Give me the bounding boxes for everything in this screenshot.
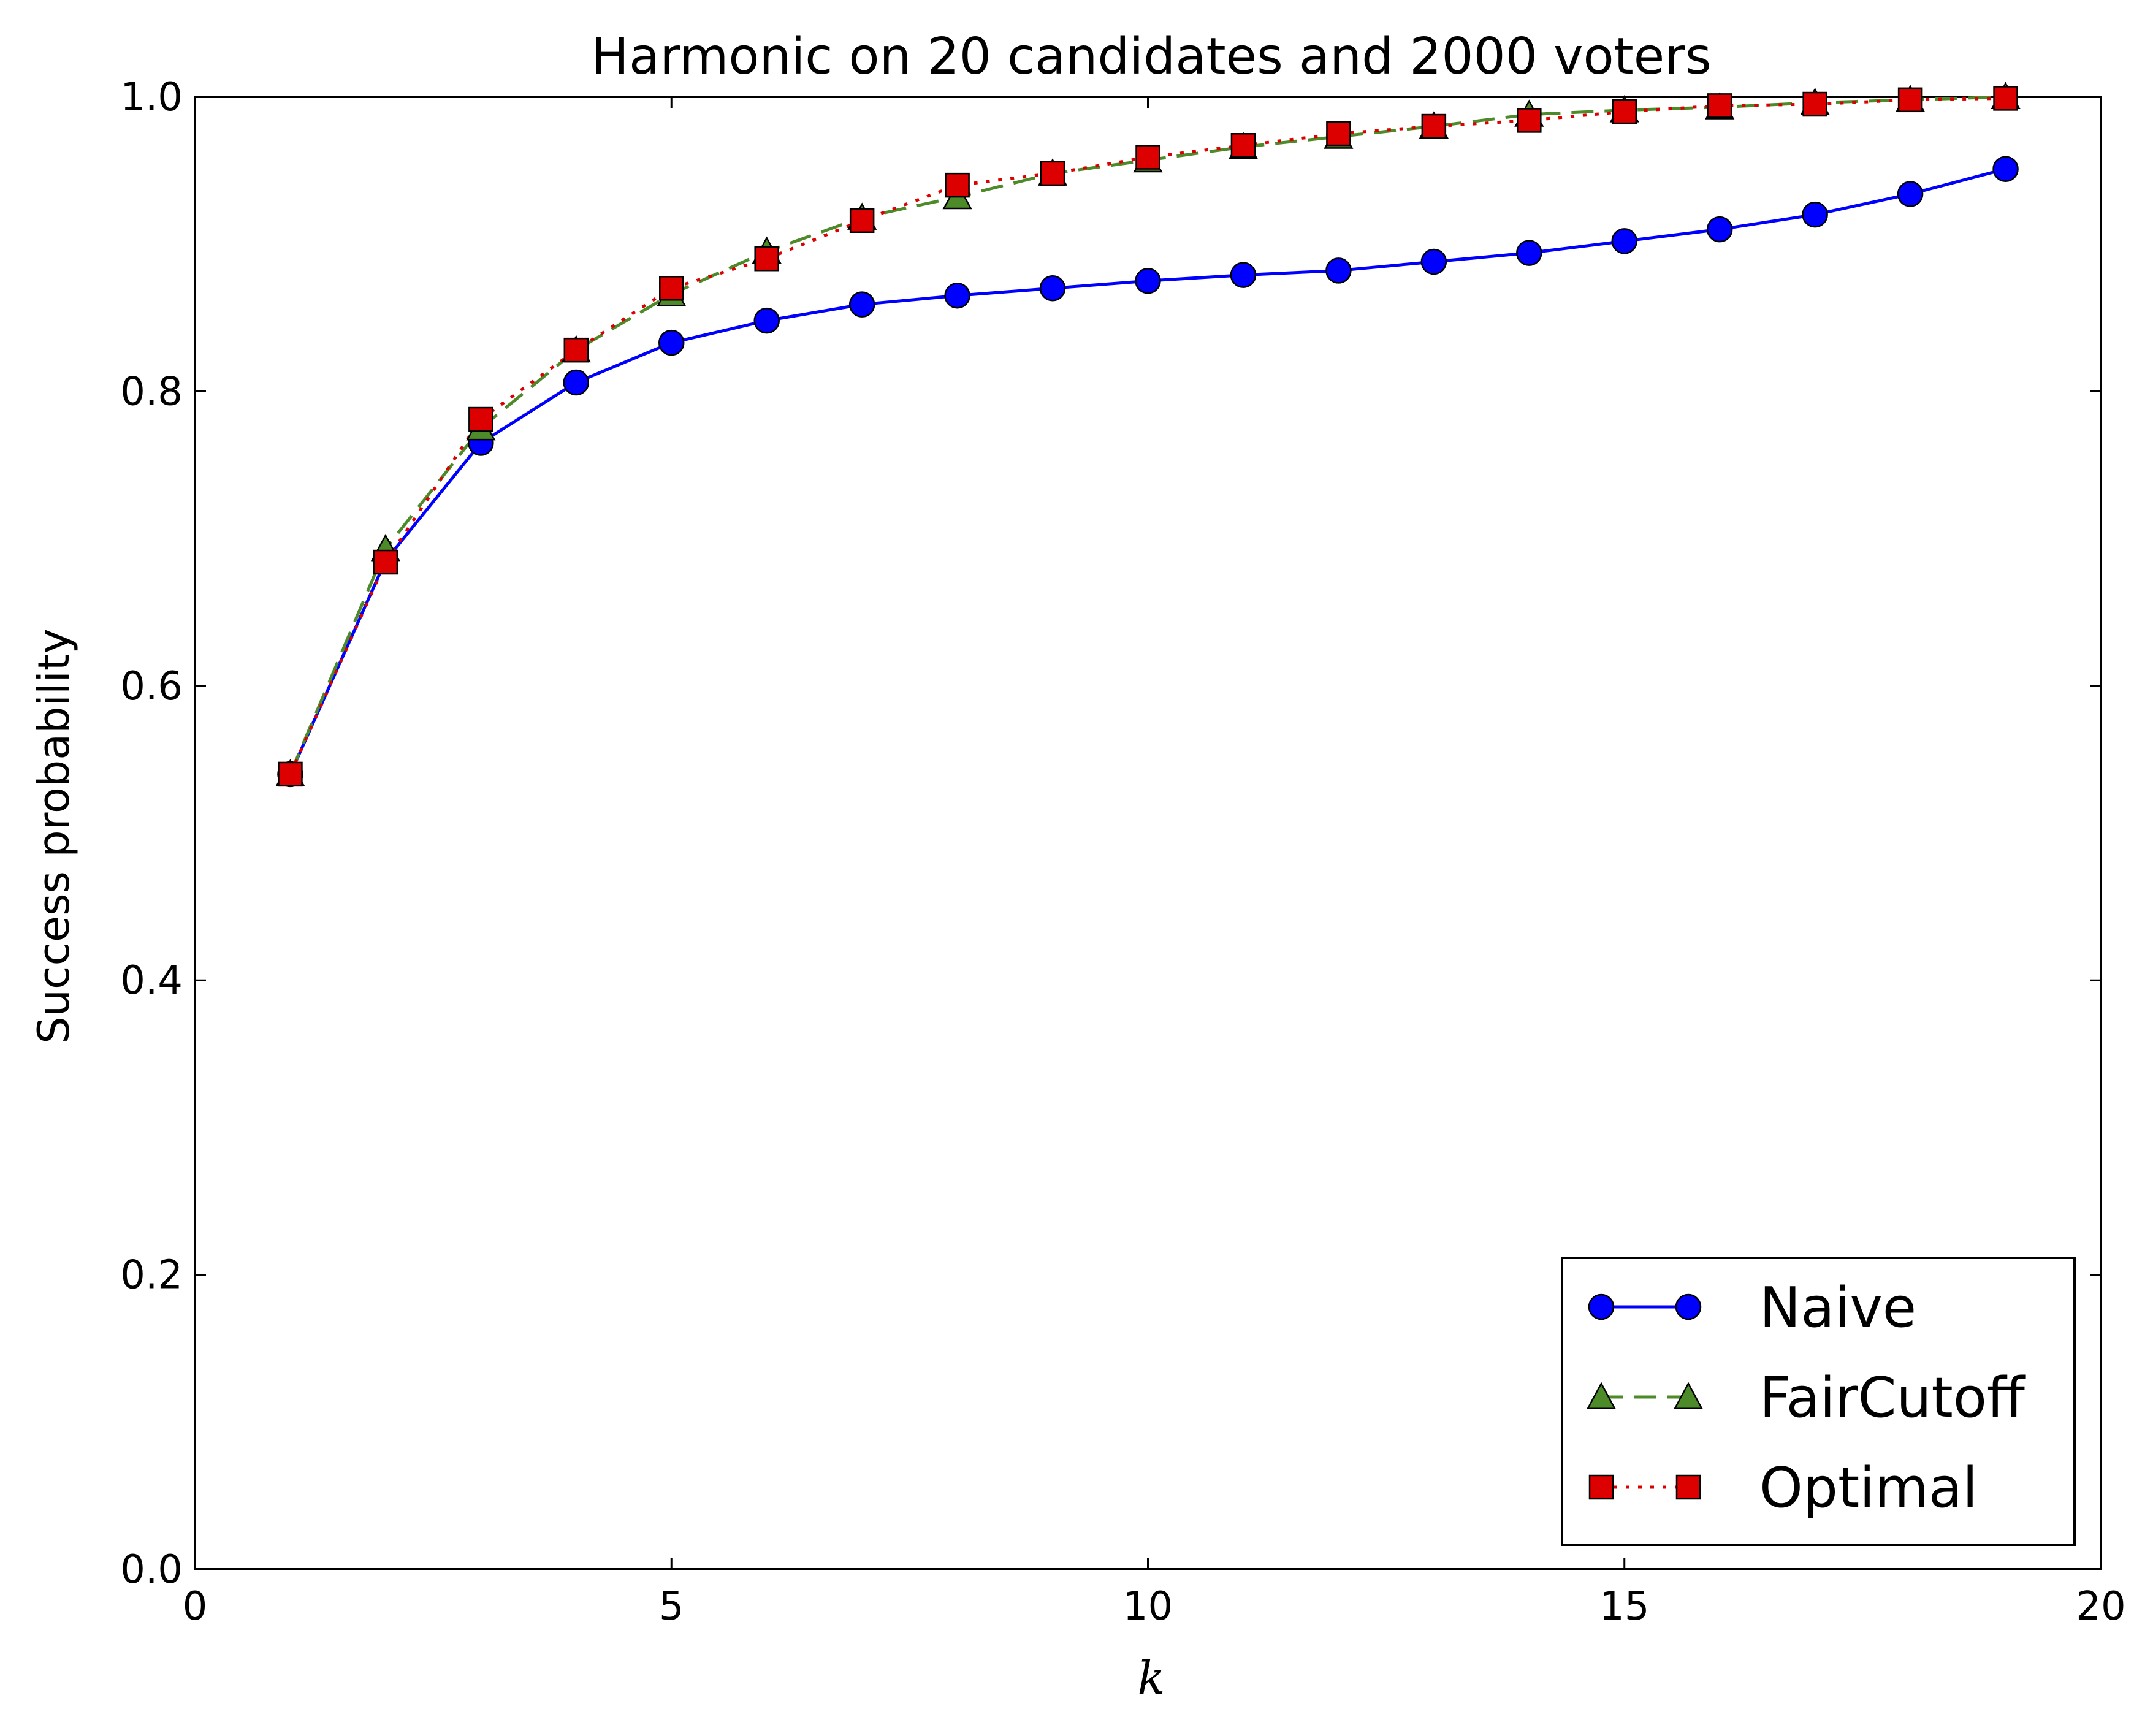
data-point-optimal — [1326, 121, 1351, 147]
data-point-naive — [753, 307, 780, 334]
data-point-optimal — [849, 208, 875, 234]
data-point-optimal — [373, 549, 398, 575]
data-point-naive — [1039, 275, 1066, 302]
y-tick-label: 0.8 — [120, 369, 183, 414]
data-point-naive — [944, 283, 970, 309]
data-point-optimal — [468, 406, 493, 432]
legend-marker-naive — [1675, 1293, 1702, 1320]
legend: Naive FairCutoff Optimal — [1561, 1257, 2076, 1546]
data-point-optimal — [1421, 113, 1447, 139]
data-point-naive — [1135, 268, 1161, 294]
legend-label-optimal: Optimal — [1759, 1456, 1978, 1520]
data-point-optimal — [278, 761, 303, 787]
data-point-optimal — [1040, 161, 1065, 186]
x-tick-label: 15 — [1599, 1584, 1649, 1629]
data-point-naive — [848, 291, 875, 318]
chart-title: Harmonic on 20 candidates and 2000 voter… — [591, 28, 1711, 86]
data-point-naive — [1230, 262, 1257, 288]
legend-label-naive: Naive — [1759, 1276, 1916, 1340]
legend-marker-optimal — [1588, 1474, 1614, 1500]
y-tick-label: 0.2 — [120, 1253, 183, 1298]
data-point-naive — [1706, 216, 1733, 243]
data-point-naive — [1325, 257, 1352, 284]
data-point-optimal — [563, 337, 589, 363]
legend-marker-optimal — [1675, 1474, 1701, 1500]
data-point-optimal — [1135, 145, 1160, 170]
data-point-naive — [1420, 248, 1447, 275]
data-point-optimal — [1802, 91, 1827, 117]
data-point-optimal — [1612, 99, 1637, 124]
data-point-naive — [563, 369, 590, 396]
data-point-optimal — [945, 172, 970, 198]
data-point-optimal — [1707, 93, 1732, 118]
data-point-optimal — [1993, 86, 2018, 111]
y-tick-label: 1.0 — [120, 75, 183, 120]
data-point-naive — [1611, 228, 1637, 254]
data-point-optimal — [1517, 108, 1542, 133]
data-point-optimal — [754, 246, 779, 272]
x-axis-label: k — [1138, 1652, 1165, 1705]
y-tick-label: 0.4 — [120, 958, 183, 1003]
x-tick-label: 20 — [2076, 1584, 2125, 1629]
x-tick-label: 5 — [659, 1584, 684, 1629]
y-tick-label: 0.6 — [120, 664, 183, 709]
y-axis-label: Success probability — [29, 628, 79, 1044]
legend-label-faircutoff: FairCutoff — [1759, 1366, 2026, 1430]
y-tick-label: 0.0 — [120, 1547, 183, 1593]
data-point-naive — [1516, 240, 1542, 266]
data-point-optimal — [1897, 87, 1923, 113]
data-point-naive — [1992, 156, 2019, 182]
legend-marker-naive — [1588, 1293, 1615, 1320]
data-point-optimal — [659, 276, 684, 301]
x-tick-label: 0 — [183, 1584, 208, 1629]
x-tick-label: 10 — [1123, 1584, 1173, 1629]
data-point-naive — [1897, 181, 1924, 207]
data-point-naive — [1802, 201, 1828, 228]
data-point-naive — [658, 329, 685, 356]
legend-marker-faircutoff — [1586, 1382, 1617, 1409]
legend-marker-faircutoff — [1673, 1382, 1704, 1409]
plot-layer: 0 5 10 15 20 0.0 0.2 0.4 0.6 0.8 1.0 — [120, 75, 2126, 1629]
data-point-optimal — [1230, 133, 1256, 158]
